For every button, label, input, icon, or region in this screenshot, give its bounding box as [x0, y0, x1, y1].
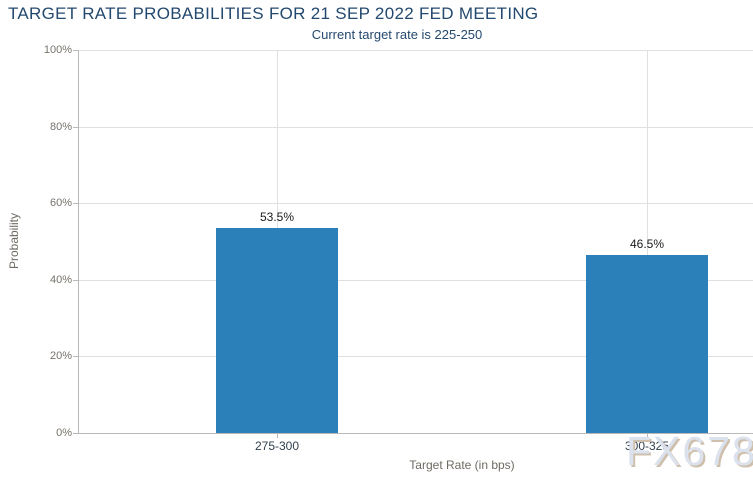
- bar-value-label: 53.5%: [259, 210, 295, 224]
- gridline-horizontal: [78, 356, 753, 357]
- y-axis-tick: [73, 127, 78, 128]
- y-tick-label: 0%: [56, 427, 72, 439]
- y-tick-label: 40%: [49, 274, 72, 286]
- y-axis-tick: [73, 433, 78, 434]
- y-axis-tick: [73, 203, 78, 204]
- y-tick-label: 20%: [49, 350, 72, 362]
- x-tick-label: 275-300: [254, 439, 300, 453]
- x-tick-label: 300-325: [624, 439, 670, 453]
- gridline-horizontal: [78, 280, 753, 281]
- watermark: FX678: [626, 428, 753, 474]
- y-axis-tick: [73, 356, 78, 357]
- gridline-horizontal: [78, 50, 753, 51]
- y-tick-label: 100%: [43, 44, 72, 56]
- y-tick-label: 60%: [49, 197, 72, 209]
- x-axis-tick: [277, 433, 278, 438]
- y-axis-title: Probability: [7, 212, 21, 270]
- bar[interactable]: [216, 228, 338, 433]
- bar-value-label: 46.5%: [629, 237, 665, 251]
- x-axis-title: Target Rate (in bps): [409, 458, 515, 472]
- y-tick-label: 80%: [49, 121, 72, 133]
- x-axis-line: [78, 433, 753, 434]
- chart-title: TARGET RATE PROBABILITIES FOR 21 SEP 202…: [8, 4, 539, 23]
- y-axis-tick: [73, 280, 78, 281]
- gridline-vertical: [647, 50, 648, 433]
- gridline-horizontal: [78, 203, 753, 204]
- gridline-horizontal: [78, 127, 753, 128]
- bar[interactable]: [586, 255, 708, 433]
- chart-subtitle: Current target rate is 225-250: [311, 27, 483, 42]
- y-axis-tick: [73, 50, 78, 51]
- y-axis-line: [78, 50, 79, 433]
- x-axis-tick: [647, 433, 648, 438]
